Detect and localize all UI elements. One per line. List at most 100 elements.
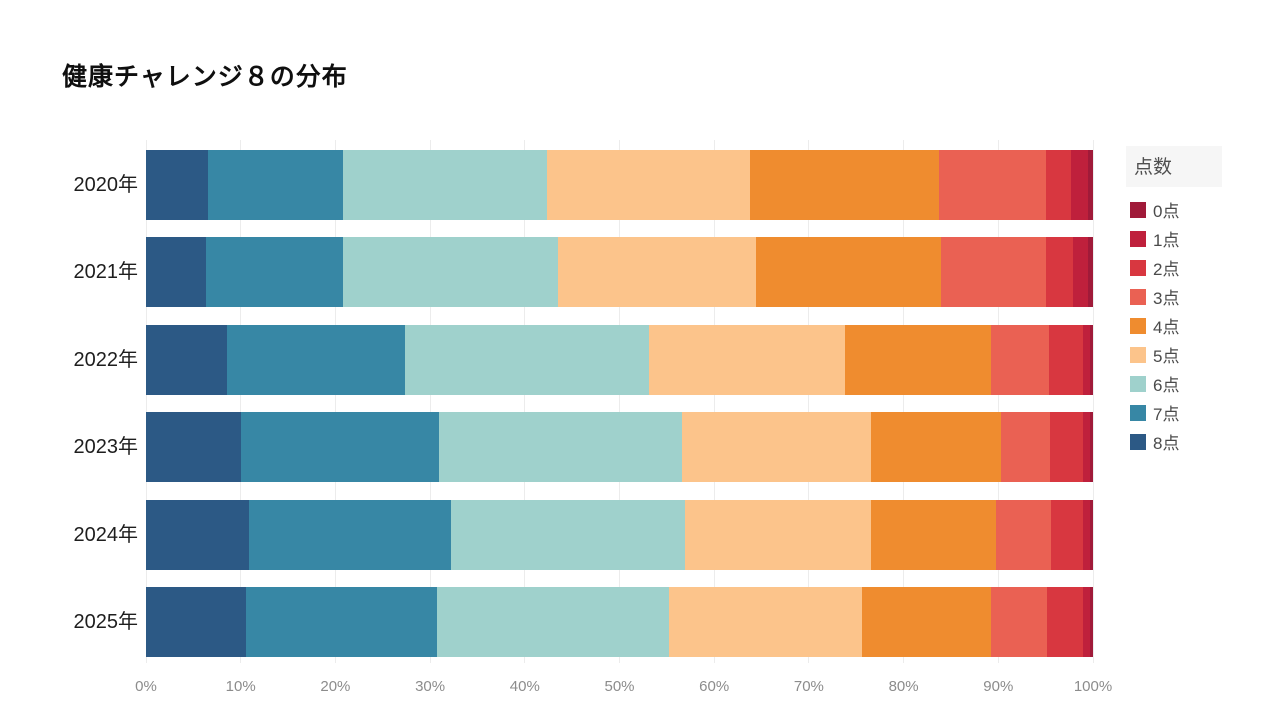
bar-segment-2025年-7点[interactable]	[246, 587, 437, 657]
legend-item-0点[interactable]: 0点	[1126, 195, 1266, 224]
bar-segment-2023年-2点[interactable]	[1050, 412, 1083, 483]
legend-label: 8点	[1153, 434, 1180, 453]
bar-segment-2022年-2点[interactable]	[1049, 324, 1084, 395]
bar-segment-2024年-3点[interactable]	[996, 499, 1052, 570]
bar-segment-2022年-3点[interactable]	[990, 324, 1050, 395]
legend-items: 0点 1点 2点 3点 4点 5点 6点 7点 8点	[1126, 195, 1266, 456]
bar-segment-2020年-2点[interactable]	[1045, 150, 1072, 220]
legend-label: 0点	[1153, 202, 1180, 221]
gridline-60pct	[713, 140, 715, 663]
bar-segment-2020年-8点[interactable]	[146, 150, 208, 220]
x-axis-tick-label: 20%	[320, 678, 351, 695]
legend-item-2点[interactable]: 2点	[1126, 253, 1266, 282]
bar-segment-2021年-0点[interactable]	[1088, 237, 1093, 308]
bar-segment-2021年-2点[interactable]	[1045, 237, 1074, 308]
bar-segment-2021年-4点[interactable]	[755, 237, 941, 308]
y-axis-label-2020年: 2020年	[73, 174, 139, 196]
bar-segment-2022年-0点[interactable]	[1090, 324, 1093, 395]
legend-swatch-3点	[1130, 288, 1146, 305]
gridline-20pct	[334, 140, 336, 663]
bar-segment-2022年-5点[interactable]	[648, 324, 845, 395]
y-axis-label-2024年: 2024年	[73, 523, 139, 546]
bar-segment-2024年-6点[interactable]	[450, 499, 685, 570]
bar-segment-2021年-8点[interactable]	[146, 237, 206, 308]
bar-segment-2022年-7点[interactable]	[227, 324, 406, 395]
bar-segment-2021年-5点[interactable]	[557, 237, 756, 308]
bar-row-2021年	[146, 237, 1093, 308]
legend-swatch-6点	[1130, 375, 1146, 392]
bar-row-2025年	[146, 587, 1093, 657]
bar-segment-2022年-8点[interactable]	[146, 324, 228, 395]
legend-item-4点[interactable]: 4点	[1126, 311, 1266, 340]
x-axis-tick-label: 30%	[415, 678, 446, 695]
bar-segment-2021年-6点[interactable]	[342, 237, 558, 308]
legend-swatch-1点	[1130, 230, 1146, 247]
bar-segment-2021年-1点[interactable]	[1073, 237, 1089, 308]
legend-item-8点[interactable]: 8点	[1126, 427, 1266, 456]
bar-row-2020年	[146, 150, 1093, 220]
bar-segment-2025年-6点[interactable]	[436, 587, 669, 657]
bar-segment-2025年-1点[interactable]	[1083, 587, 1091, 657]
bar-segment-2021年-3点[interactable]	[940, 237, 1046, 308]
legend-swatch-8点	[1130, 433, 1146, 450]
gridline-0pct	[145, 140, 147, 663]
bar-segment-2020年-5点[interactable]	[546, 150, 751, 220]
bar-segment-2024年-7点[interactable]	[249, 499, 451, 570]
bar-segment-2025年-5点[interactable]	[668, 587, 862, 657]
bar-segment-2020年-7点[interactable]	[207, 150, 343, 220]
bar-segment-2020年-1点[interactable]	[1071, 150, 1089, 220]
legend-swatch-2点	[1130, 259, 1146, 276]
bar-segment-2023年-3点[interactable]	[1001, 412, 1051, 483]
bar-segment-2020年-0点[interactable]	[1088, 150, 1093, 220]
bar-segment-2020年-4点[interactable]	[750, 150, 939, 220]
legend-label: 5点	[1153, 347, 1180, 366]
bar-segment-2022年-1点[interactable]	[1083, 324, 1091, 395]
bar-segment-2021年-7点[interactable]	[205, 237, 343, 308]
bar-segment-2024年-2点[interactable]	[1051, 499, 1083, 570]
gridline-50pct	[619, 140, 620, 663]
bar-segment-2023年-4点[interactable]	[871, 412, 1002, 483]
bar-segment-2025年-4点[interactable]	[861, 587, 991, 657]
chart-title: 健康チャレンジ８の分布	[62, 63, 348, 91]
bar-row-2023年	[146, 412, 1093, 483]
bar-segment-2025年-8点[interactable]	[146, 587, 247, 657]
bar-segment-2023年-6点[interactable]	[438, 412, 682, 483]
bar-segment-2022年-4点[interactable]	[844, 324, 991, 395]
bar-segment-2024年-4点[interactable]	[871, 499, 997, 570]
bar-segment-2024年-0点[interactable]	[1090, 499, 1093, 570]
legend-item-1点[interactable]: 1点	[1126, 224, 1266, 253]
gridline-100pct	[1092, 140, 1094, 663]
gridline-90pct	[997, 140, 999, 663]
gridline-80pct	[903, 140, 905, 663]
legend-item-7点[interactable]: 7点	[1126, 398, 1266, 427]
bar-segment-2023年-1点[interactable]	[1082, 412, 1091, 483]
y-axis-label-2023年: 2023年	[73, 436, 139, 459]
legend-item-6点[interactable]: 6点	[1126, 369, 1266, 398]
legend: 点数 0点 1点 2点 3点 4点 5点 6点 7点 8点	[1126, 146, 1266, 456]
y-axis-label-2021年: 2021年	[73, 261, 139, 284]
legend-label: 7点	[1153, 405, 1180, 424]
legend-swatch-7点	[1130, 404, 1146, 421]
legend-label: 3点	[1153, 289, 1180, 308]
bar-segment-2024年-1点[interactable]	[1082, 499, 1091, 570]
legend-item-3点[interactable]: 3点	[1126, 282, 1266, 311]
x-axis-tick-label: 50%	[604, 678, 635, 695]
bar-segment-2024年-5点[interactable]	[684, 499, 872, 570]
legend-item-5点[interactable]: 5点	[1126, 340, 1266, 369]
gridline-40pct	[524, 140, 526, 663]
bar-row-2022年	[146, 324, 1093, 395]
bar-segment-2023年-5点[interactable]	[681, 412, 872, 483]
bar-segment-2023年-7点[interactable]	[240, 412, 439, 483]
bar-segment-2020年-3点[interactable]	[938, 150, 1046, 220]
x-axis-tick-label: 0%	[135, 678, 157, 695]
bar-segment-2024年-8点[interactable]	[146, 499, 250, 570]
bar-segment-2023年-8点[interactable]	[146, 412, 241, 483]
bar-segment-2025年-0点[interactable]	[1090, 587, 1093, 657]
bar-segment-2025年-3点[interactable]	[990, 587, 1047, 657]
legend-label: 6点	[1153, 376, 1180, 395]
bar-segment-2025年-2点[interactable]	[1046, 587, 1084, 657]
bar-segment-2020年-6点[interactable]	[342, 150, 547, 220]
bar-segment-2022年-6点[interactable]	[405, 324, 649, 395]
bar-segment-2023年-0点[interactable]	[1090, 412, 1093, 483]
